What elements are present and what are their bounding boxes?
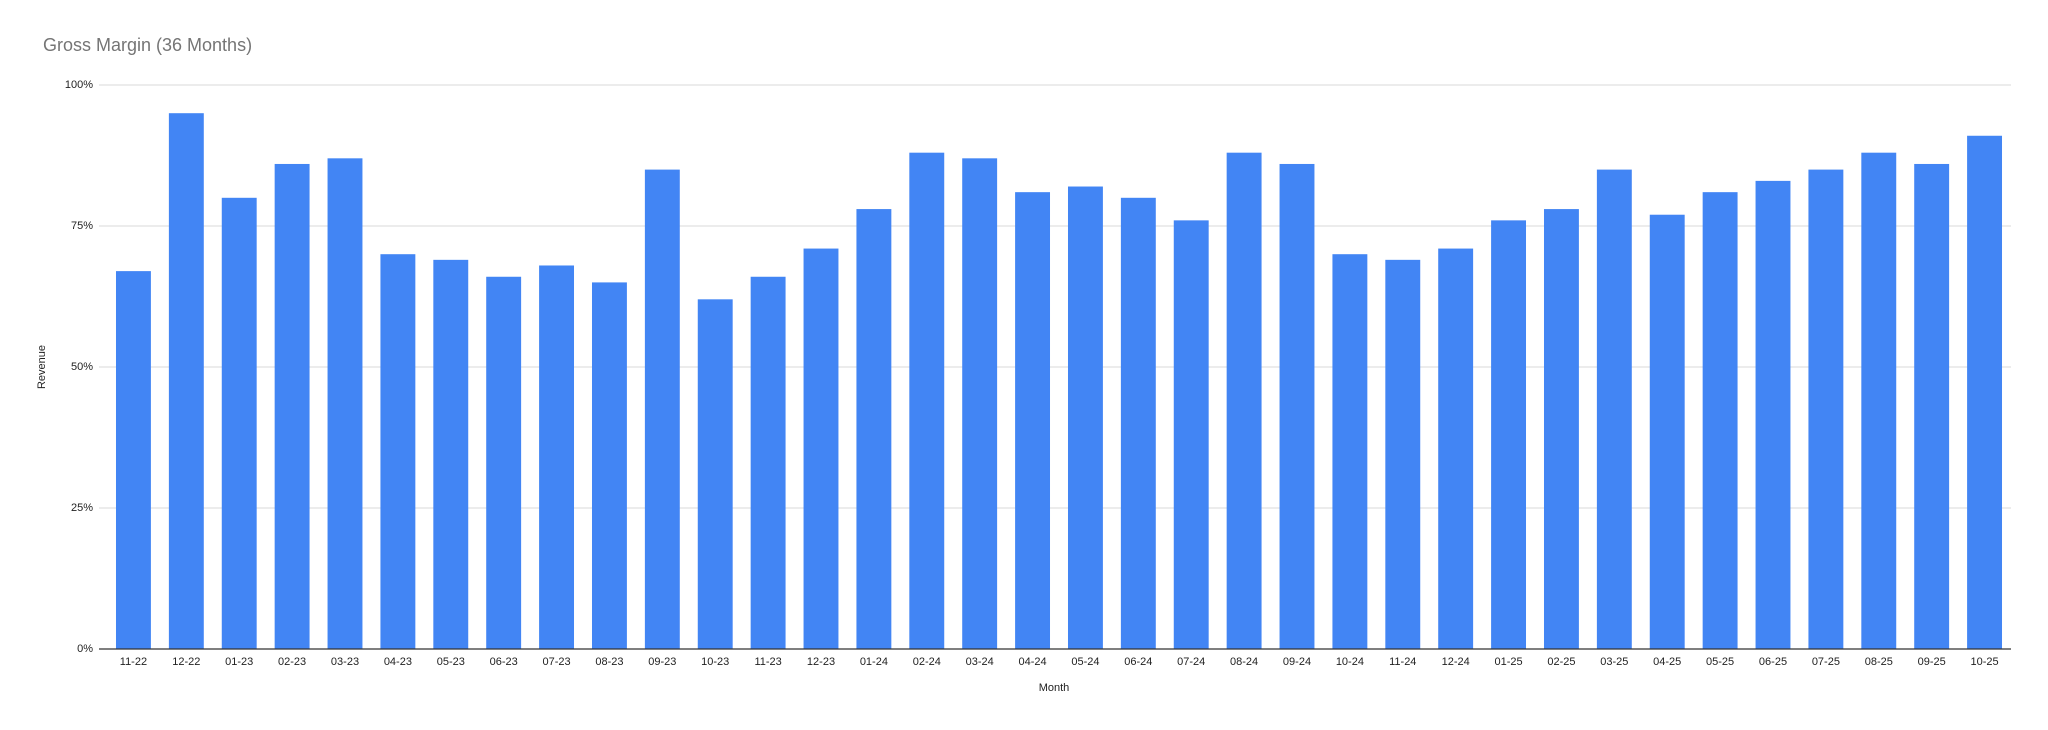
- bar: [1543, 209, 1579, 649]
- x-tick-label: 02-23: [278, 656, 306, 668]
- bar: [1491, 220, 1527, 650]
- x-tick-label: 02-24: [913, 656, 941, 668]
- x-tick-label: 08-24: [1230, 656, 1258, 668]
- x-tick-label: 04-23: [384, 656, 412, 668]
- x-tick-label: 12-24: [1442, 656, 1470, 668]
- x-tick-label: 03-24: [966, 656, 994, 668]
- x-tick-label: 05-25: [1706, 656, 1734, 668]
- x-tick-label: 06-23: [490, 656, 518, 668]
- bar: [909, 152, 945, 649]
- x-tick-label: 06-24: [1124, 656, 1152, 668]
- x-tick-label: 10-25: [1970, 656, 1998, 668]
- x-tick-label: 02-25: [1547, 656, 1575, 668]
- bar: [697, 299, 733, 649]
- bar: [1385, 259, 1421, 649]
- bar: [1861, 152, 1897, 649]
- x-tick-label: 07-24: [1177, 656, 1205, 668]
- bar: [591, 282, 627, 649]
- bar: [1226, 152, 1262, 649]
- x-tick-label: 04-25: [1653, 656, 1681, 668]
- bar: [1332, 254, 1368, 649]
- bar: [1649, 214, 1685, 649]
- y-tick-label: 75%: [71, 220, 93, 232]
- x-axis-label: Month: [1039, 682, 1070, 694]
- x-tick-label: 09-24: [1283, 656, 1311, 668]
- x-tick-label: 03-25: [1600, 656, 1628, 668]
- bar: [1596, 169, 1632, 649]
- bar: [1914, 163, 1950, 649]
- x-tick-label: 05-24: [1071, 656, 1099, 668]
- bar: [856, 209, 892, 649]
- x-tick-label: 10-23: [701, 656, 729, 668]
- bar: [1173, 220, 1209, 650]
- bar: [327, 158, 363, 649]
- chart-title: Gross Margin (36 Months): [43, 35, 252, 55]
- bar: [644, 169, 680, 649]
- x-tick-label: 04-24: [1018, 656, 1046, 668]
- x-tick-label: 08-23: [595, 656, 623, 668]
- x-tick-label: 11-22: [120, 656, 147, 668]
- y-axis-label: Revenue: [36, 345, 48, 389]
- x-tick-label: 05-23: [437, 656, 465, 668]
- bar: [1015, 192, 1051, 649]
- bar: [803, 248, 839, 649]
- bar: [486, 276, 522, 649]
- bar: [274, 163, 310, 649]
- y-tick-label: 25%: [71, 502, 93, 514]
- x-tick-label: 09-23: [648, 656, 676, 668]
- bar: [1755, 180, 1791, 649]
- x-tick-label: 01-24: [860, 656, 888, 668]
- bar: [1808, 169, 1844, 649]
- x-tick-label: 03-23: [331, 656, 359, 668]
- bar: [221, 197, 257, 650]
- x-tick-label: 11-24: [1389, 656, 1416, 668]
- x-tick-label: 09-25: [1918, 656, 1946, 668]
- x-tick-label: 01-25: [1494, 656, 1522, 668]
- bar: [433, 259, 469, 649]
- y-tick-label: 0%: [77, 643, 93, 655]
- bar: [1702, 192, 1738, 649]
- x-tick-label: 07-23: [542, 656, 570, 668]
- bar: [1067, 186, 1103, 649]
- bar: [962, 158, 998, 649]
- x-tick-label: 11-23: [754, 656, 781, 668]
- bar: [1279, 163, 1315, 649]
- bar: [539, 265, 575, 649]
- y-tick-label: 100%: [65, 79, 93, 91]
- bar: [380, 254, 416, 649]
- bar: [1120, 197, 1156, 650]
- y-tick-label: 50%: [71, 361, 93, 373]
- x-tick-label: 10-24: [1336, 656, 1364, 668]
- x-tick-label: 12-22: [172, 656, 200, 668]
- x-tick-label: 07-25: [1812, 656, 1840, 668]
- x-tick-label: 06-25: [1759, 656, 1787, 668]
- x-tick-label: 01-23: [225, 656, 253, 668]
- x-tick-label: 08-25: [1865, 656, 1893, 668]
- bar: [168, 113, 204, 649]
- x-tick-label: 12-23: [807, 656, 835, 668]
- bar: [1438, 248, 1474, 649]
- bar: [1967, 135, 2003, 649]
- bar: [750, 276, 786, 649]
- bar: [115, 271, 151, 649]
